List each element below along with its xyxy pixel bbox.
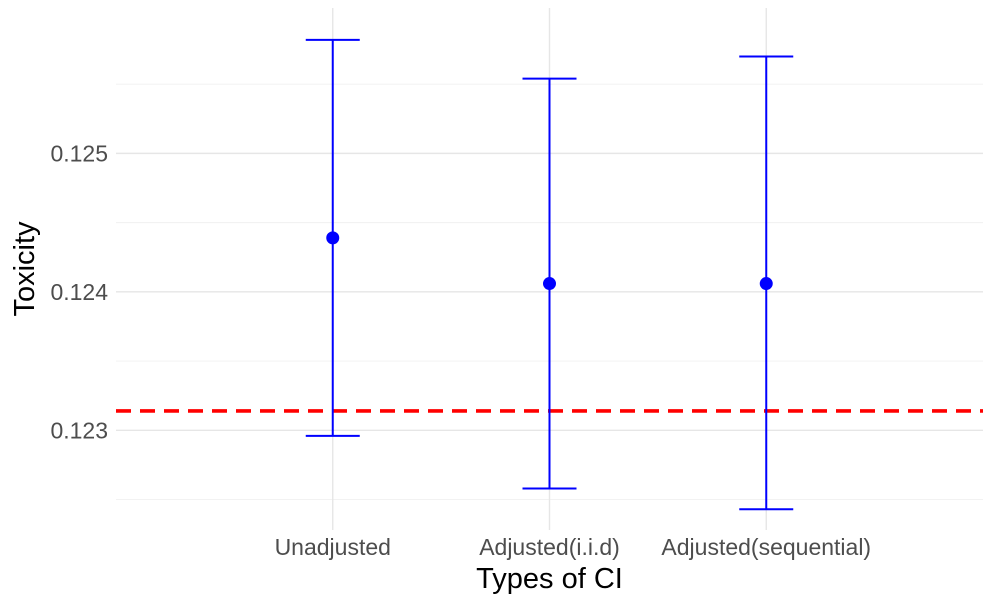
y-axis-title: Toxicity [9,221,41,317]
x-tick-label: Adjusted(i.i.d) [479,534,620,560]
y-tick-label: 0.123 [50,417,108,443]
estimate-point [543,277,556,291]
error-bars [305,38,794,511]
x-tick-label: Adjusted(sequential) [661,534,871,560]
estimate-point [326,231,340,245]
x-axis: Unadjusted Adjusted(i.i.d) Adjusted(sequen… [275,534,872,560]
y-axis: 0.123 0.124 0.125 [50,140,108,443]
x-tick-label: Unadjusted [275,534,391,560]
estimate-points [326,231,773,291]
x-axis-title: Types of CI [476,563,623,595]
y-tick-label: 0.125 [50,140,108,166]
estimate-point [759,277,773,291]
y-tick-label: 0.124 [50,279,108,305]
